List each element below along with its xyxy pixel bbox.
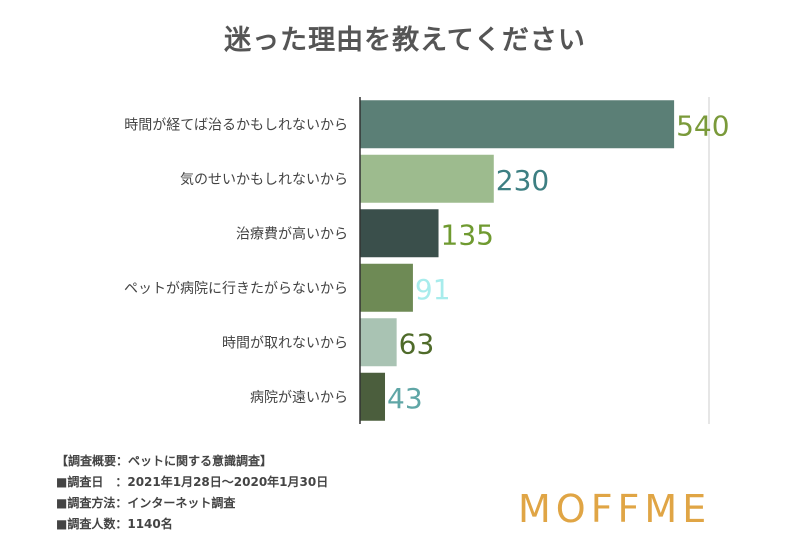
value-label: 91: [415, 273, 451, 306]
category-label: 気のせいかもしれないから: [180, 172, 348, 188]
survey-count: ■調査人数：1140名: [56, 517, 173, 531]
survey-date: ■調査日 ：2021年1月28日〜2020年1月30日: [56, 475, 329, 489]
value-label: 63: [399, 327, 435, 360]
moffme-logo: MOFFME: [518, 487, 712, 531]
value-label: 540: [676, 109, 729, 142]
bar: [360, 154, 494, 203]
bar: [360, 372, 386, 421]
survey-method: ■調査方法：インターネット調査: [56, 496, 236, 510]
bar: [360, 209, 439, 258]
bar: [360, 263, 413, 312]
survey-info: 【調査概要：ペットに関する意識調査】 ■調査日 ：2021年1月28日〜2020…: [56, 451, 328, 535]
bar: [360, 100, 675, 149]
category-label: 時間が取れないから: [222, 335, 348, 351]
category-label: ペットが病院に行きたがらないから: [124, 281, 348, 297]
category-label: 治療費が高いから: [236, 225, 348, 242]
category-label: 時間が経てば治るかもしれないから: [124, 117, 348, 133]
value-label: 43: [387, 382, 423, 415]
value-label: 135: [441, 218, 494, 251]
survey-overview: 【調査概要：ペットに関する意識調査】: [56, 454, 273, 468]
category-label: 病院が遠いから: [250, 390, 348, 406]
value-label: 230: [496, 164, 549, 197]
bar: [360, 318, 397, 367]
chart-title: 迷った理由を教えてください: [224, 25, 586, 56]
